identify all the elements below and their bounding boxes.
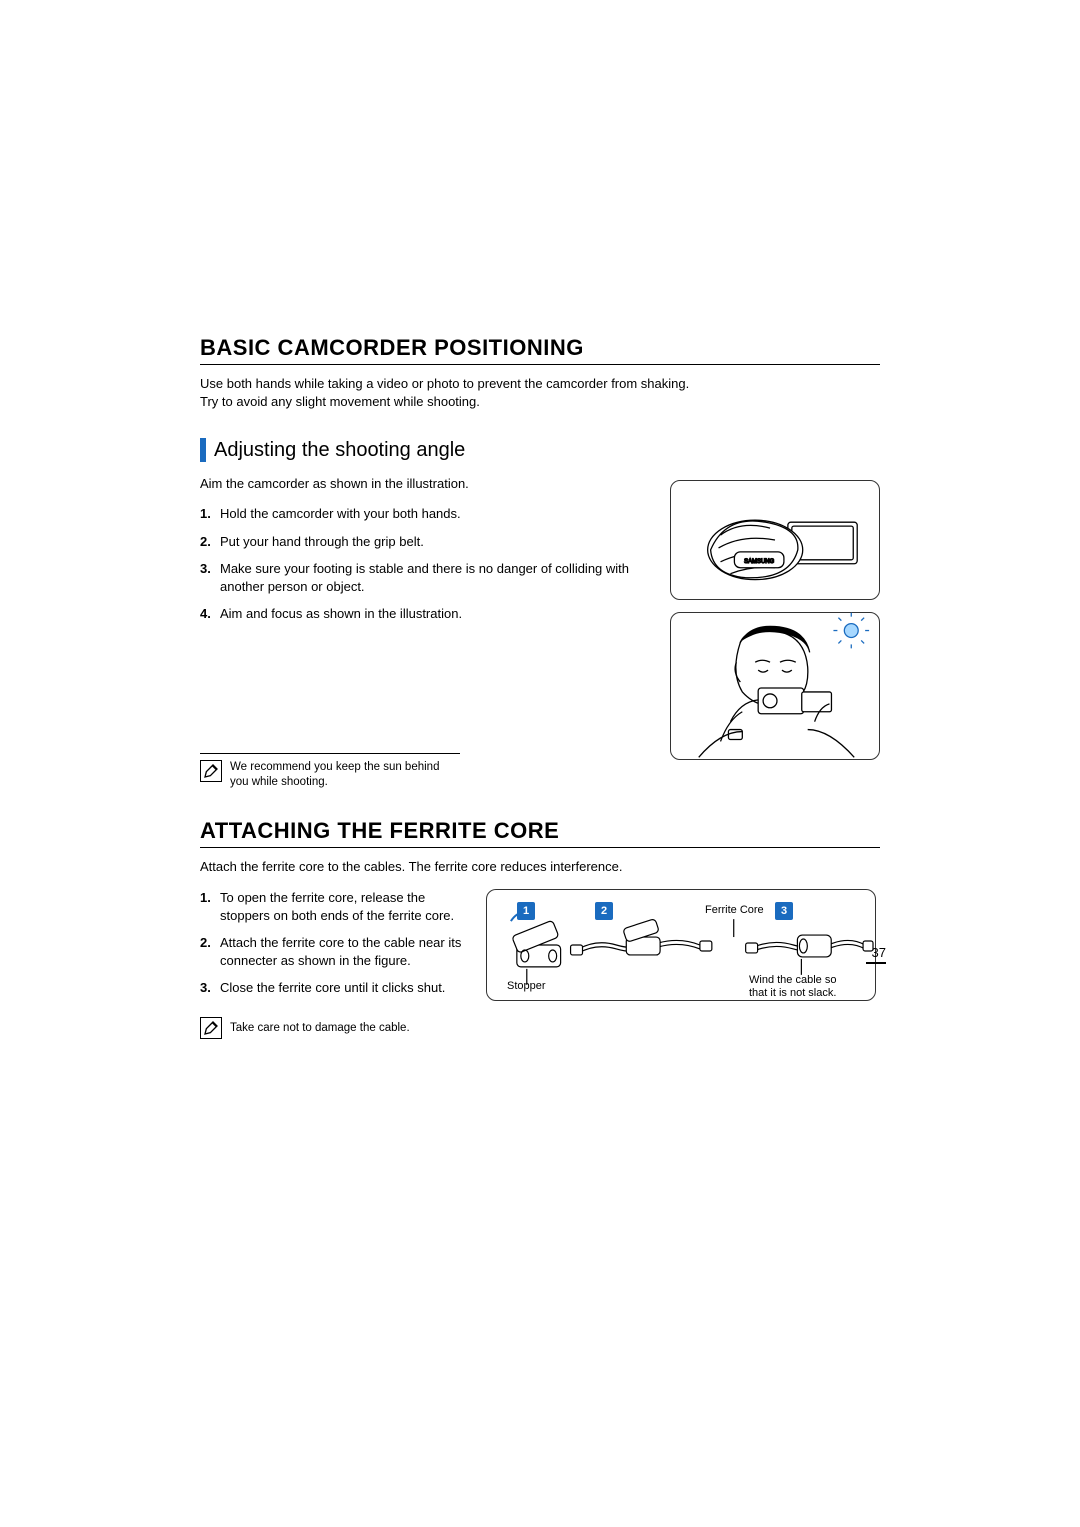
- step-badge: 2: [595, 902, 613, 920]
- illustration-person-aiming: [670, 612, 880, 760]
- note-text: Take care not to damage the cable.: [230, 1021, 410, 1036]
- note-icon: [200, 760, 222, 782]
- list-item: Aim and focus as shown in the illustrati…: [200, 605, 652, 623]
- page-number: 37: [866, 945, 886, 964]
- accent-bar-icon: [200, 438, 206, 462]
- intro-line: Try to avoid any slight movement while s…: [200, 394, 480, 409]
- step-badge: 1: [517, 902, 535, 920]
- manual-page: BASIC CAMCORDER POSITIONING Use both han…: [200, 335, 880, 1039]
- stopper-label: Stopper: [507, 980, 546, 992]
- aim-text: Aim the camcorder as shown in the illust…: [200, 476, 652, 491]
- step-badge: 3: [775, 902, 793, 920]
- list-item: To open the ferrite core, release the st…: [200, 889, 468, 924]
- section-intro: Use both hands while taking a video or p…: [200, 375, 880, 410]
- list-item: Close the ferrite core until it clicks s…: [200, 979, 468, 997]
- intro-line: Use both hands while taking a video or p…: [200, 376, 689, 391]
- section-title: ATTACHING THE FERRITE CORE: [200, 818, 880, 848]
- list-item: Hold the camcorder with your both hands.: [200, 505, 652, 523]
- wind-cable-label: Wind the cable so that it is not slack.: [749, 974, 836, 1000]
- ferrite-core-label: Ferrite Core: [705, 904, 764, 916]
- note-icon: [200, 1017, 222, 1039]
- left-column: To open the ferrite core, release the st…: [200, 889, 468, 1007]
- section-intro: Attach the ferrite core to the cables. T…: [200, 858, 880, 876]
- steps-list: Hold the camcorder with your both hands.…: [200, 505, 652, 623]
- note-box: Take care not to damage the cable.: [200, 1017, 880, 1039]
- wind-line: Wind the cable so: [749, 974, 836, 986]
- wind-line: that it is not slack.: [749, 987, 836, 999]
- section-ferrite-core: ATTACHING THE FERRITE CORE Attach the fe…: [200, 818, 880, 1039]
- note-box: We recommend you keep the sun behind you…: [200, 753, 460, 790]
- brand-label: SAMSUNG: [744, 559, 774, 565]
- right-column: 1 2 3 Ferrite Core Stopper Wind the cabl…: [486, 889, 876, 1007]
- subsection-header: Adjusting the shooting angle: [200, 438, 880, 462]
- list-item: Attach the ferrite core to the cable nea…: [200, 934, 468, 969]
- left-column: Aim the camcorder as shown in the illust…: [200, 476, 652, 790]
- illustration-ferrite-core: 1 2 3 Ferrite Core Stopper Wind the cabl…: [486, 889, 876, 1001]
- note-text: We recommend you keep the sun behind you…: [230, 760, 460, 790]
- subsection-title: Adjusting the shooting angle: [214, 439, 465, 462]
- page-number-value: 37: [872, 945, 886, 960]
- two-column-layout: Aim the camcorder as shown in the illust…: [200, 476, 880, 790]
- right-column: SAMSUNG: [670, 476, 880, 790]
- section-basic-positioning: BASIC CAMCORDER POSITIONING Use both han…: [200, 335, 880, 790]
- list-item: Put your hand through the grip belt.: [200, 533, 652, 551]
- page-number-underline-icon: [866, 962, 886, 964]
- steps-list: To open the ferrite core, release the st…: [200, 889, 468, 997]
- list-item: Make sure your footing is stable and the…: [200, 560, 652, 595]
- two-column-layout: To open the ferrite core, release the st…: [200, 889, 880, 1007]
- illustration-hand-grip: SAMSUNG: [670, 480, 880, 600]
- section-title: BASIC CAMCORDER POSITIONING: [200, 335, 880, 365]
